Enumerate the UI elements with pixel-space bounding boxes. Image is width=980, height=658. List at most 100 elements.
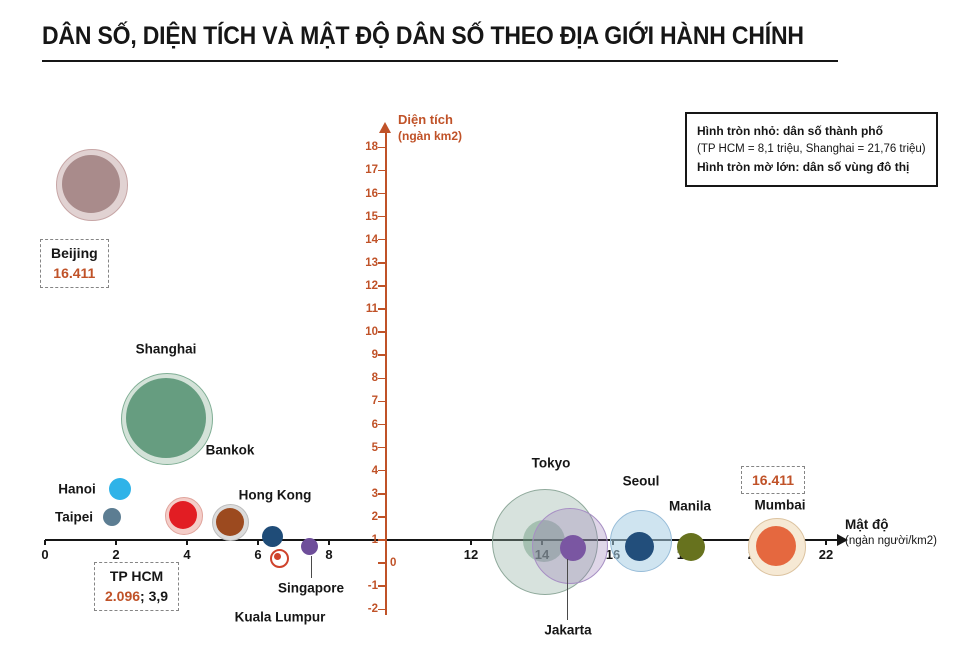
- city-core-taipei: [103, 507, 122, 526]
- beijing-callout-text: Beijing: [51, 245, 98, 261]
- city-label-tokyo: Tokyo: [531, 455, 571, 471]
- city-core-jakarta: [559, 534, 586, 561]
- city-core-shanghai: [125, 377, 206, 458]
- x-axis-title: Mật độ (ngàn người/km2): [845, 516, 937, 548]
- city-core-dot-kuala-lumpur: [274, 553, 282, 561]
- y-tick-label--2: -2: [367, 603, 378, 616]
- city-label-jakarta: Jakarta: [544, 622, 592, 638]
- y-tick-mark-16: [378, 192, 385, 195]
- y-tick-mark-1: [378, 539, 385, 541]
- mumbai-callout: 16.411: [741, 466, 806, 495]
- y-axis-arrow-icon: [379, 122, 391, 134]
- x-tick-mark-12: [470, 540, 472, 545]
- singapore-leader: [311, 556, 312, 578]
- city-label-singapore: Singapore: [277, 580, 345, 596]
- legend-line-scale-refs: (TP HCM = 8,1 triệu, Shanghai = 21,76 tr…: [697, 142, 926, 155]
- city-label-shanghai: Shanghai: [135, 341, 197, 357]
- x-axis-title-text: Mật độ: [845, 517, 889, 532]
- y-tick-label--1: -1: [367, 580, 378, 593]
- city-core-manila: [677, 532, 706, 561]
- y-tick-mark-11: [378, 308, 385, 310]
- city-label-hong-kong: Hong Kong: [238, 487, 312, 503]
- x-tick-label-4: 4: [183, 547, 191, 562]
- y-tick-mark-9: [378, 354, 385, 356]
- x-tick-mark-0: [44, 540, 46, 545]
- y-tick-label-8: 8: [371, 372, 378, 385]
- y-tick-label-15: 15: [365, 210, 378, 223]
- x-axis-line: [45, 539, 837, 541]
- city-label-manila: Manila: [668, 498, 712, 514]
- y-tick-label-3: 3: [371, 487, 378, 500]
- city-label-kuala-lumpur: Kuala Lumpur: [234, 609, 326, 625]
- y-tick-label-7: 7: [371, 395, 378, 408]
- tp-hcm-callout-text: TP HCM: [109, 568, 164, 584]
- city-core-seoul: [625, 531, 655, 561]
- beijing-callout-text: 16.411: [53, 265, 96, 282]
- y-tick-mark--2: [378, 608, 385, 611]
- y-tick-label-6: 6: [371, 418, 378, 431]
- y-tick-mark-6: [378, 423, 385, 426]
- x-tick-mark-8: [328, 540, 330, 545]
- city-core-mumbai: [756, 525, 797, 566]
- city-core-hong-kong: [261, 526, 283, 548]
- city-label-bankok: Bankok: [205, 442, 255, 458]
- y-tick-label-13: 13: [365, 256, 378, 269]
- y-tick-mark-5: [378, 446, 385, 449]
- y-tick-mark-3: [378, 493, 385, 495]
- y-axis-unit: (ngàn km2): [398, 128, 463, 143]
- y-axis-title: Diện tích (ngàn km2): [398, 112, 462, 144]
- x-axis-unit: (ngàn người/km2): [845, 534, 937, 547]
- mumbai-callout-text: 16.411: [752, 472, 795, 488]
- y-tick-mark-10: [378, 331, 385, 333]
- y-tick-label-12: 12: [365, 279, 378, 292]
- city-core-beijing: [62, 155, 121, 213]
- tp-hcm-callout-line-2: 2.096; 3,9: [105, 586, 168, 606]
- page-title-heading: DÂN SỐ, DIỆN TÍCH VÀ MẬT ĐỘ DÂN SỐ THEO …: [42, 22, 838, 51]
- x-tick-label-12: 12: [463, 547, 479, 562]
- tp-hcm-callout-line-1: TP HCM: [105, 566, 168, 586]
- y-tick-mark-8: [378, 377, 385, 380]
- y-tick-label-0: 0: [390, 557, 397, 570]
- y-tick-mark-14: [378, 238, 385, 241]
- city-label-mumbai: Mumbai: [754, 497, 806, 513]
- y-tick-mark-18: [378, 146, 385, 149]
- x-tick-mark-6: [257, 540, 259, 545]
- tp-hcm-callout: TP HCM 2.096; 3,9: [94, 562, 180, 611]
- x-tick-label-2: 2: [112, 547, 120, 562]
- x-tick-label-22: 22: [818, 547, 834, 562]
- city-core-bankok: [215, 507, 244, 536]
- x-tick-mark-22: [825, 540, 827, 545]
- legend-box: Hình tròn nhỏ: dân số thành phố (TP HCM …: [685, 112, 938, 187]
- x-tick-mark-4: [186, 540, 188, 545]
- x-tick-label-8: 8: [325, 547, 333, 562]
- y-tick-mark-12: [378, 285, 385, 287]
- city-label-seoul: Seoul: [622, 473, 660, 489]
- legend-line-small-circle: Hình tròn nhỏ: dân số thành phố: [697, 124, 883, 138]
- y-tick-mark-7: [378, 400, 385, 403]
- y-tick-label-17: 17: [365, 164, 378, 177]
- page-title-text: DÂN SỐ, DIỆN TÍCH VÀ MẬT ĐỘ DÂN SỐ THEO …: [42, 22, 804, 50]
- tp-hcm-callout-text: 2.096: [105, 588, 141, 605]
- y-tick-label-16: 16: [365, 187, 378, 200]
- y-tick-mark-15: [378, 215, 385, 218]
- y-tick-mark--1: [378, 585, 385, 587]
- y-tick-label-18: 18: [365, 141, 378, 154]
- y-tick-mark-2: [378, 516, 385, 518]
- y-tick-label-10: 10: [365, 326, 378, 339]
- y-axis-line: [385, 133, 387, 616]
- beijing-callout-line-2: 16.411: [51, 263, 98, 283]
- y-tick-label-5: 5: [371, 441, 378, 454]
- city-label-taipei: Taipei: [54, 509, 94, 525]
- city-label-hanoi: Hanoi: [58, 481, 96, 497]
- y-tick-label-1: 1: [371, 534, 378, 546]
- x-tick-mark-2: [115, 540, 117, 545]
- y-tick-mark-4: [378, 469, 385, 472]
- x-tick-label-0: 0: [41, 547, 49, 562]
- y-tick-label-2: 2: [371, 510, 378, 523]
- city-core-tp-hcm: [169, 500, 198, 529]
- y-tick-mark-17: [378, 169, 385, 172]
- y-tick-label-4: 4: [371, 464, 378, 477]
- beijing-callout-line-1: Beijing: [51, 243, 98, 263]
